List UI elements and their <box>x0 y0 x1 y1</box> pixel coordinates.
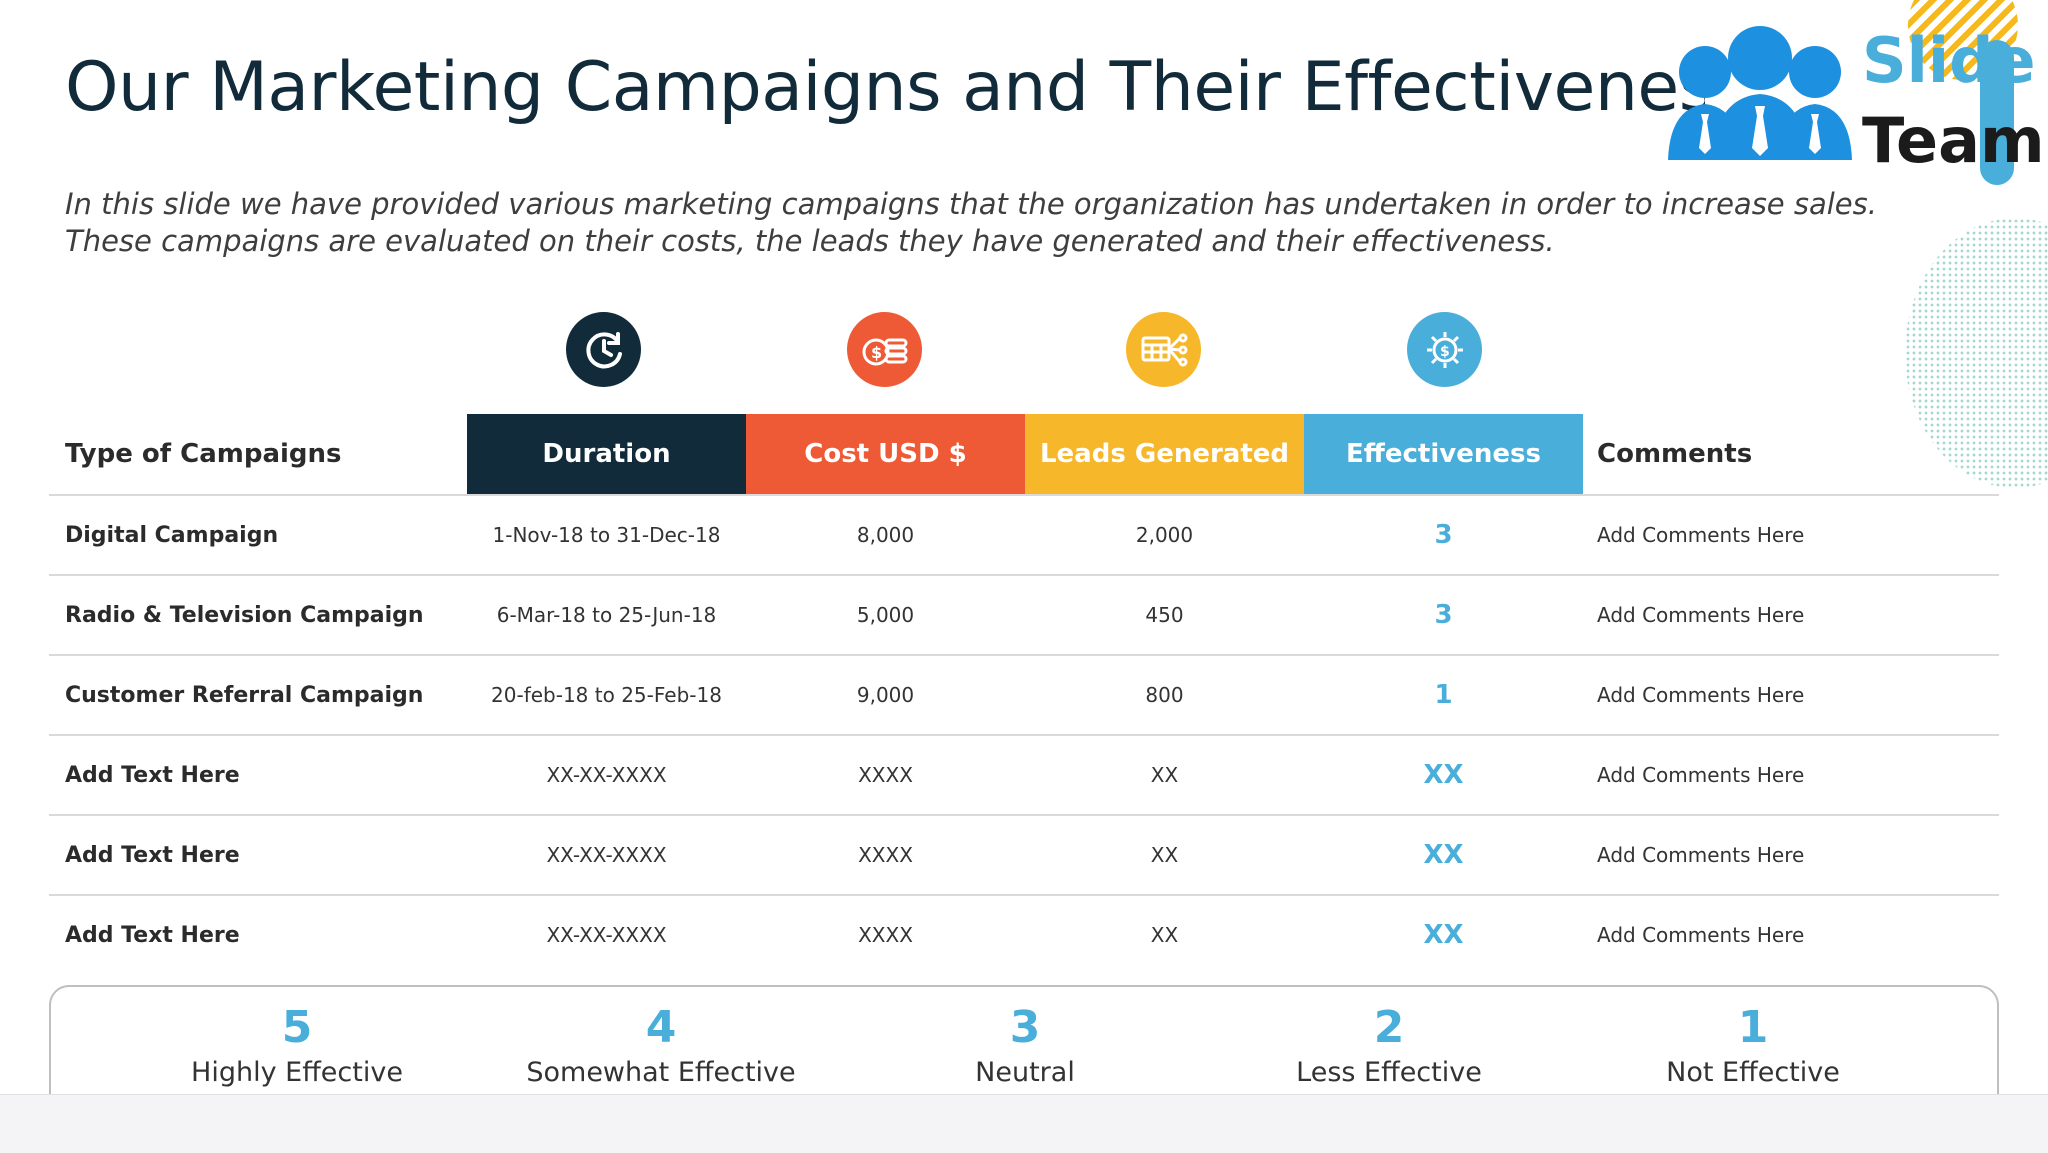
effectiveness-cell: XX <box>1423 920 1464 950</box>
effectiveness-cell: 1 <box>1434 680 1453 710</box>
row-divider <box>49 894 1999 896</box>
slide-description: In this slide we have provided various m… <box>65 187 1877 258</box>
legend-label: Less Effective <box>1296 1057 1482 1088</box>
legend-label: Neutral <box>975 1057 1075 1088</box>
duration-cell: XX-XX-XXXX <box>546 763 667 787</box>
header-duration: Duration <box>467 414 746 494</box>
header-cost: Cost USD $ <box>746 414 1025 494</box>
divider <box>49 494 1999 496</box>
legend-label: Highly Effective <box>191 1057 403 1088</box>
table-row: Add Text Here XX-XX-XXXX XXXX XX XX Add Comme… <box>49 896 1999 976</box>
cost-cell: 9,000 <box>856 683 915 707</box>
comment-cell: Add Comments Here <box>1597 923 1805 947</box>
duration-cell: 1-Nov-18 to 31-Dec-18 <box>492 523 721 547</box>
table-row: Add Text Here XX-XX-XXXX XXXX XX XX Add Comme… <box>49 816 1999 896</box>
leads-cell: 450 <box>1145 603 1184 627</box>
legend-item: 3 Neutral <box>845 1001 1205 1091</box>
legend-number: 3 <box>1009 1002 1041 1053</box>
campaign-name: Add Text Here <box>65 922 240 948</box>
effectiveness-cell: 3 <box>1434 600 1453 630</box>
legend-number: 2 <box>1373 1002 1405 1053</box>
cost-cell: XXXX <box>858 843 913 867</box>
table-row: Digital Campaign 1-Nov-18 to 31-Dec-18 8,0… <box>49 496 1999 576</box>
cost-cell: 5,000 <box>856 603 915 627</box>
logo-word-slide: Slide <box>1862 24 2036 97</box>
comment-cell: Add Comments Here <box>1597 843 1805 867</box>
table-row: Customer Referral Campaign 20-feb-18 to 2… <box>49 656 1999 736</box>
table-row: Radio & Television Campaign 6-Mar-18 to 2… <box>49 576 1999 656</box>
duration-cell: 6-Mar-18 to 25-Jun-18 <box>496 603 717 627</box>
campaign-name: Radio & Television Campaign <box>65 602 424 628</box>
slideteam-logo: Slide Team <box>1660 20 2045 177</box>
legend-number: 5 <box>281 1002 313 1053</box>
leads-cell: XX <box>1150 763 1179 787</box>
comment-cell: Add Comments Here <box>1597 763 1805 787</box>
cost-cell: XXXX <box>858 763 913 787</box>
row-divider <box>49 734 1999 736</box>
legend-number: 4 <box>645 1002 677 1053</box>
duration-cell: 20-feb-18 to 25-Feb-18 <box>491 683 722 707</box>
leads-cell: XX <box>1150 843 1179 867</box>
legend-item: 1 Not Effective <box>1573 1001 1933 1091</box>
campaign-name: Customer Referral Campaign <box>65 682 424 708</box>
leads-cell: 800 <box>1145 683 1184 707</box>
campaign-table: Type of Campaigns Duration Cost USD $ Le… <box>49 414 1999 976</box>
campaign-name: Digital Campaign <box>65 522 279 548</box>
row-divider <box>49 814 1999 816</box>
row-divider <box>49 574 1999 576</box>
leads-cell: XX <box>1150 923 1179 947</box>
legend-label: Not Effective <box>1666 1057 1840 1088</box>
cost-cell: XXXX <box>858 923 913 947</box>
slide: Our Marketing Campaigns and Their Effect… <box>49 0 2048 1094</box>
header-comments: Comments <box>1597 439 1753 469</box>
table-row: Add Text Here XX-XX-XXXX XXXX XX XX Add Comme… <box>49 736 1999 816</box>
leads-cell: 2,000 <box>1135 523 1194 547</box>
header-leads-generated: Leads Generated <box>1025 414 1304 494</box>
legend-item: 2 Less Effective <box>1209 1001 1569 1091</box>
legend-item: 4 Somewhat Effective <box>481 1001 841 1091</box>
legend-number: 1 <box>1737 1002 1769 1053</box>
gear-dollar-icon: $ <box>1407 312 1482 387</box>
header-effectiveness: Effectiveness <box>1304 414 1583 494</box>
decorative-blue-pill <box>1980 40 2014 185</box>
duration-cell: XX-XX-XXXX <box>546 923 667 947</box>
svg-text:$: $ <box>871 343 882 362</box>
cost-cell: 8,000 <box>856 523 915 547</box>
calendar-network-icon <box>1126 312 1201 387</box>
legend-label: Somewhat Effective <box>526 1057 796 1088</box>
logo-word-team: Team <box>1862 104 2045 177</box>
comment-cell: Add Comments Here <box>1597 523 1805 547</box>
campaign-name: Add Text Here <box>65 762 240 788</box>
lower-background <box>0 1094 2048 1153</box>
effectiveness-legend: 5 Highly Effective 4 Somewhat Effective … <box>49 985 1999 1094</box>
campaign-name: Add Text Here <box>65 842 240 868</box>
effectiveness-cell: 3 <box>1434 520 1453 550</box>
row-divider <box>49 654 1999 656</box>
coins-dollar-icon: $ <box>847 312 922 387</box>
legend-item: 5 Highly Effective <box>117 1001 477 1091</box>
duration-cell: XX-XX-XXXX <box>546 843 667 867</box>
table-body: Digital Campaign 1-Nov-18 to 31-Dec-18 8,0… <box>49 496 1999 976</box>
svg-text:$: $ <box>1440 344 1450 360</box>
page-title: Our Marketing Campaigns and Their Effect… <box>65 48 1705 127</box>
header-type-of-campaigns: Type of Campaigns <box>65 439 342 469</box>
table-header-row: Type of Campaigns Duration Cost USD $ Le… <box>49 414 1999 494</box>
people-icon <box>1668 26 1852 160</box>
effectiveness-cell: XX <box>1423 760 1464 790</box>
clock-icon <box>566 312 641 387</box>
effectiveness-cell: XX <box>1423 840 1464 870</box>
comment-cell: Add Comments Here <box>1597 603 1805 627</box>
comment-cell: Add Comments Here <box>1597 683 1805 707</box>
